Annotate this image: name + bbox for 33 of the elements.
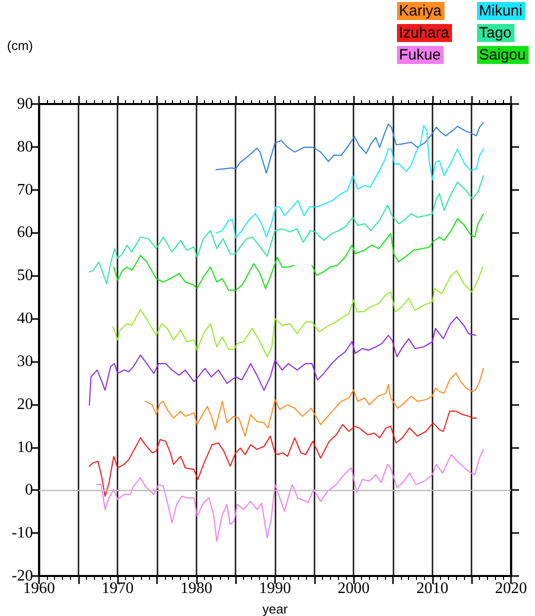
x-tick-label: 1990 — [259, 580, 291, 597]
y-tick-label: 20 — [17, 396, 33, 413]
line-series — [112, 266, 484, 358]
text: Kariya — [399, 2, 442, 20]
text: Tago — [479, 24, 512, 42]
y-tick-label: -10 — [12, 524, 33, 542]
x-axis-title: year — [262, 601, 288, 616]
line-series — [88, 316, 476, 406]
y-tick-label: 30 — [17, 352, 33, 370]
y-tick-label: 40 — [17, 310, 33, 328]
line-series — [144, 368, 484, 437]
y-tick-label: 90 — [17, 96, 33, 112]
y-tick-label: 70 — [17, 181, 33, 198]
text: Saigou — [479, 46, 526, 64]
x-tick-label: 2020 — [495, 580, 527, 597]
line-series — [88, 175, 484, 284]
y-axis-title: (cm) — [7, 38, 33, 53]
x-tick-label: 1980 — [180, 580, 212, 597]
text: Fukue — [399, 46, 441, 64]
x-tick-label: 1960 — [23, 580, 55, 597]
x-tick-label: 2000 — [338, 580, 370, 597]
line-series — [215, 122, 484, 174]
y-tick-label: 80 — [17, 138, 33, 156]
text: Izuhara — [399, 24, 450, 42]
line-series — [88, 410, 477, 497]
text: Mikuni — [479, 2, 522, 20]
y-tick-label: 10 — [17, 438, 33, 456]
x-tick-label: 2010 — [416, 580, 448, 597]
x-tick-label: 1970 — [102, 580, 134, 597]
line-series — [96, 448, 484, 542]
y-tick-label: 60 — [17, 224, 33, 242]
y-tick-label: 50 — [17, 267, 33, 284]
line-series — [215, 124, 484, 238]
